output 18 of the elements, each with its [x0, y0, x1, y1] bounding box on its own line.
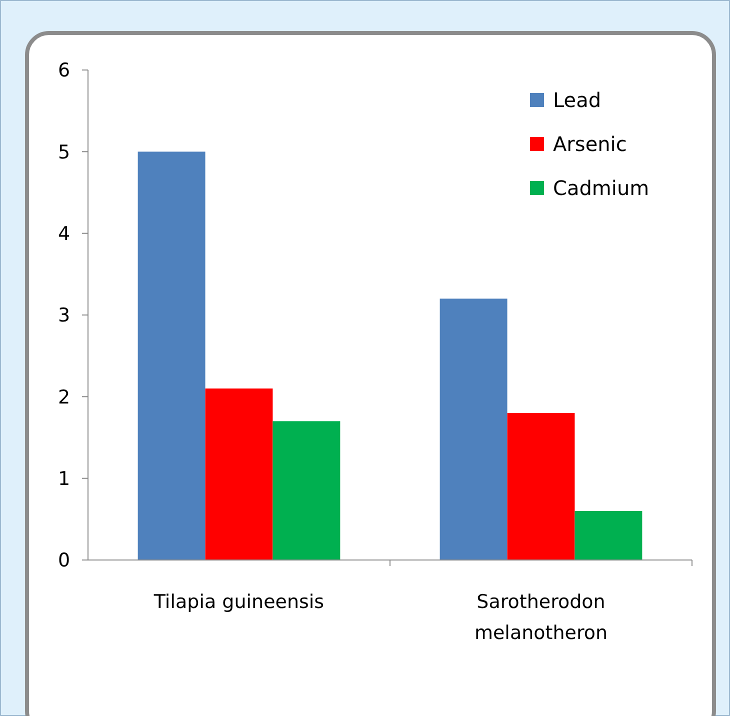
bar [507, 413, 575, 560]
y-tick-label: 6 [58, 60, 70, 82]
legend-label: Cadmium [553, 176, 650, 200]
y-tick-label: 3 [58, 304, 70, 327]
y-tick-label: 5 [58, 141, 70, 164]
bar [574, 511, 642, 560]
x-tick-label: Sarotherodon melanotheron [474, 591, 608, 644]
bar [205, 388, 273, 560]
legend-label: Lead [553, 88, 602, 112]
y-tick-label: 2 [58, 386, 70, 408]
bar [440, 298, 508, 560]
bar [272, 421, 340, 560]
y-tick-label: 1 [58, 468, 70, 490]
y-tick-label: 0 [58, 550, 70, 572]
x-tick-label: Tilapia guineensis [152, 591, 324, 613]
bar [138, 152, 206, 560]
legend-label: Arsenic [553, 132, 627, 156]
y-tick-label: 4 [58, 222, 70, 245]
